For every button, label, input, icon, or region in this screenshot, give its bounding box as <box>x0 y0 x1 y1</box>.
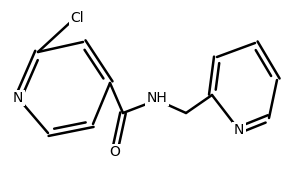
Text: Cl: Cl <box>70 11 84 25</box>
Text: N: N <box>234 123 244 137</box>
Text: NH: NH <box>147 91 167 105</box>
Text: O: O <box>109 145 120 159</box>
Text: N: N <box>13 91 23 105</box>
